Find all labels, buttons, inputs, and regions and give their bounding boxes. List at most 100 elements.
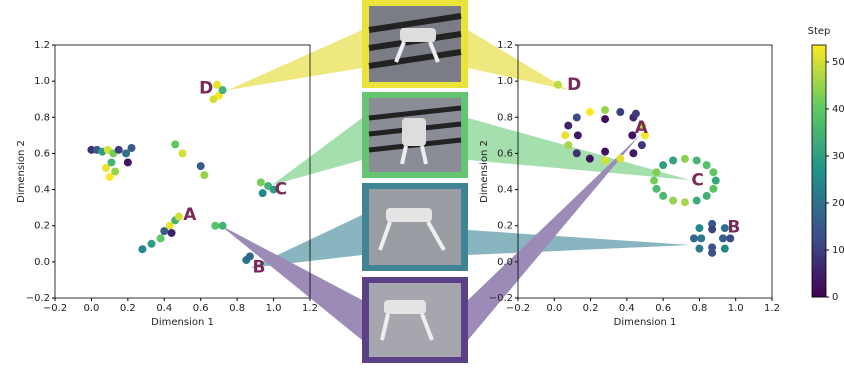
colorbar-tick-label: 0 xyxy=(832,292,838,303)
colorbar-segment xyxy=(812,234,826,239)
snapshot-green xyxy=(362,92,468,178)
point xyxy=(616,108,625,117)
plot-area xyxy=(54,44,311,299)
x-tick-label: 0.2 xyxy=(120,303,136,314)
colorbar-segment xyxy=(812,158,826,164)
x-tick-label: 0.0 xyxy=(546,303,562,314)
colorbar-segment xyxy=(812,45,826,50)
colorbar-segment xyxy=(812,124,826,130)
annotation: B xyxy=(253,257,266,277)
colorbar-segment xyxy=(812,166,826,172)
colorbar-segment xyxy=(812,276,826,281)
x-tick-label: 1.2 xyxy=(764,303,780,314)
point xyxy=(702,191,711,200)
point xyxy=(123,158,132,167)
point xyxy=(659,161,668,170)
colorbar-segment xyxy=(812,74,826,80)
colorbar-segment xyxy=(812,292,826,298)
y-tick-label: 0.0 xyxy=(34,257,50,268)
colorbar-segment xyxy=(812,183,826,189)
point xyxy=(102,163,110,172)
point xyxy=(211,221,220,230)
point xyxy=(156,234,165,243)
point xyxy=(641,131,649,140)
colorbar-segment xyxy=(812,116,826,122)
point xyxy=(127,144,136,153)
colorbar-segment xyxy=(812,66,826,71)
colorbar-segment xyxy=(812,141,826,147)
point xyxy=(680,154,689,163)
y-tick-label: 0.4 xyxy=(34,185,50,196)
colorbar-segment xyxy=(812,238,826,243)
point xyxy=(572,113,581,122)
y-tick-label: 1.2 xyxy=(497,40,513,51)
point xyxy=(245,252,254,261)
y-axis-label: Dimension 2 xyxy=(16,140,27,203)
colorbar-segment xyxy=(812,70,826,75)
colorbar-segment xyxy=(812,179,826,185)
point xyxy=(160,227,169,236)
point xyxy=(697,234,706,243)
point xyxy=(680,198,689,207)
colorbar-segment xyxy=(812,280,826,285)
point xyxy=(616,154,625,163)
plot-area xyxy=(517,44,773,299)
y-tick-label: 0.0 xyxy=(497,257,513,268)
point xyxy=(601,156,610,165)
point xyxy=(631,109,640,118)
x-tick-label: 0.6 xyxy=(655,303,671,314)
colorbar-segment xyxy=(812,78,826,84)
point xyxy=(708,243,717,252)
y-tick-label: −0.2 xyxy=(489,293,513,304)
point xyxy=(561,131,570,140)
point xyxy=(114,145,123,154)
wedge xyxy=(228,30,362,90)
point xyxy=(196,162,205,171)
colorbar-segment xyxy=(812,49,826,54)
point xyxy=(178,149,187,158)
point xyxy=(695,224,704,233)
point xyxy=(720,224,729,233)
y-tick-label: 1.0 xyxy=(497,76,513,87)
x-tick-label: 0.6 xyxy=(193,303,209,314)
point xyxy=(637,141,646,150)
colorbar-segment xyxy=(812,112,826,117)
point xyxy=(209,95,218,104)
point xyxy=(669,156,678,165)
x-tick-label: 0.8 xyxy=(229,303,245,314)
point xyxy=(218,221,227,230)
point xyxy=(174,212,183,221)
colorbar-segment xyxy=(812,259,826,264)
colorbar-segment xyxy=(812,284,826,290)
x-axis-label: Dimension 1 xyxy=(614,317,677,328)
annotation: B xyxy=(727,218,740,238)
colorbar-segment xyxy=(812,204,826,210)
point xyxy=(585,154,594,163)
colorbar-tick-label: 500 xyxy=(832,57,844,68)
y-tick-label: −0.2 xyxy=(26,293,50,304)
point xyxy=(213,80,222,89)
y-tick-label: 0.6 xyxy=(34,148,50,159)
point xyxy=(726,234,735,243)
annotation: C xyxy=(275,180,287,200)
y-axis-label: Dimension 2 xyxy=(479,140,490,203)
point xyxy=(652,184,661,193)
colorbar-segment xyxy=(812,255,826,260)
point xyxy=(256,178,265,187)
x-tick-label: 0.8 xyxy=(691,303,707,314)
point xyxy=(165,221,174,230)
point xyxy=(105,172,114,181)
colorbar-segment xyxy=(812,162,826,168)
plots: −0.2 0.0 0.2 0.4 0.6 0.8 1.0 1.2 −0.2 0.0 0.2 0.4 0.… xyxy=(16,26,844,328)
point xyxy=(171,140,180,149)
snapshot-yellow xyxy=(362,0,468,88)
point xyxy=(107,158,116,167)
colorbar-segment xyxy=(812,288,826,294)
y-tick-label: 0.8 xyxy=(34,112,50,123)
colorbar-segment xyxy=(812,192,826,197)
annotation: A xyxy=(183,205,197,225)
colorbar-segment xyxy=(812,53,826,59)
annotation: C xyxy=(691,171,703,191)
colorbar-segment xyxy=(812,250,826,256)
point xyxy=(122,149,131,158)
